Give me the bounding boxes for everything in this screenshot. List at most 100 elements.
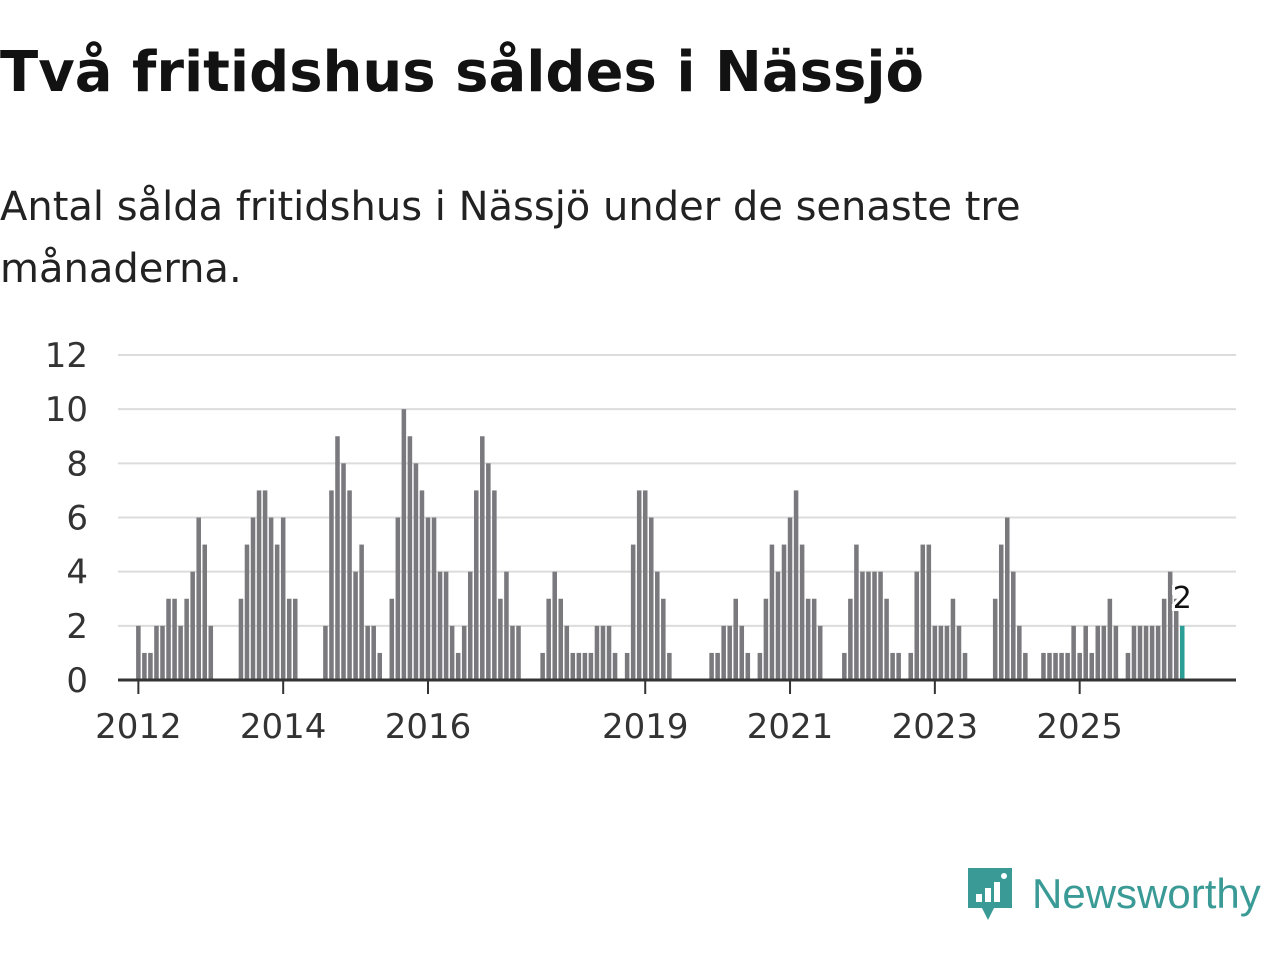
bar (552, 571, 557, 680)
bar (594, 625, 600, 680)
bar (413, 463, 419, 680)
bar (238, 598, 244, 680)
bar (431, 517, 437, 680)
bar (992, 598, 998, 680)
bar (950, 598, 956, 680)
bar (1053, 652, 1058, 680)
bar (1167, 571, 1173, 680)
bar (854, 544, 859, 680)
x-tick-label: 2016 (385, 707, 472, 747)
bar (763, 598, 769, 680)
bar (938, 625, 944, 680)
bar (1011, 571, 1016, 680)
x-tick-label: 2019 (602, 707, 689, 747)
bar (467, 571, 473, 680)
bar (461, 625, 467, 680)
bar (1131, 625, 1137, 680)
bar (208, 625, 214, 680)
bar (721, 625, 726, 680)
bar (474, 490, 479, 680)
bar (842, 652, 847, 680)
chart-subtitle: Antal sålda fritidshus i Nässjö under de… (0, 184, 1021, 292)
bar (655, 571, 660, 680)
x-tick-label: 2025 (1036, 707, 1123, 747)
bar (1089, 652, 1095, 680)
bar (1083, 625, 1088, 680)
bar (1155, 625, 1161, 680)
x-tick-label: 2014 (240, 707, 327, 747)
bar (558, 598, 564, 680)
chart-title: Två fritidshus såldes i Nässjö (0, 40, 924, 105)
bar (389, 598, 395, 680)
bar (624, 652, 630, 680)
bar (353, 571, 358, 680)
bar (1149, 625, 1155, 680)
bar (932, 625, 938, 680)
bar (1041, 652, 1046, 680)
bar (437, 571, 443, 680)
bar (642, 490, 648, 680)
bar (872, 571, 877, 680)
bar (962, 652, 968, 680)
bar (757, 652, 763, 680)
annotations: 2 (1170, 578, 1195, 619)
bar (667, 652, 672, 680)
bar (1101, 625, 1107, 680)
bar (1077, 652, 1082, 680)
bar (268, 517, 274, 680)
bar (582, 652, 588, 680)
y-axis-labels: 0 2 4 6 8 10 12 (45, 336, 88, 701)
bar (884, 598, 889, 680)
bar (335, 436, 340, 680)
bar (564, 625, 570, 680)
bar (805, 598, 811, 680)
bar (576, 652, 582, 680)
bar (178, 625, 183, 680)
bar (1161, 598, 1167, 680)
bar (1017, 625, 1022, 680)
brand: Newsworthy (964, 864, 1261, 924)
bar (480, 436, 485, 680)
bar (769, 544, 775, 680)
bar (793, 490, 799, 680)
bar (878, 571, 883, 680)
bar (419, 490, 425, 680)
bar (160, 625, 165, 680)
bar (371, 625, 376, 680)
bar (914, 571, 920, 680)
bar (630, 544, 636, 680)
bars (136, 409, 1185, 680)
bar (636, 490, 642, 680)
newsworthy-logo-icon (968, 868, 1012, 920)
bar (148, 652, 153, 680)
x-axis-labels: 2012 2014 2016 2019 2021 2023 2025 (95, 680, 1123, 747)
bar (540, 652, 545, 680)
y-tick-label: 0 (66, 661, 88, 701)
bar (600, 625, 606, 680)
bar (890, 652, 895, 680)
bar (781, 544, 787, 680)
x-tick-label: 2023 (892, 707, 979, 747)
bar (274, 544, 280, 680)
bar (715, 652, 720, 680)
bar (799, 544, 805, 680)
bar (1095, 625, 1101, 680)
bar (184, 598, 189, 680)
bar (407, 436, 413, 680)
bar (1065, 652, 1070, 680)
bar (709, 652, 714, 680)
bar (1113, 625, 1119, 680)
y-tick-label: 12 (45, 336, 88, 376)
bar (323, 625, 328, 680)
bar (280, 517, 286, 680)
bar (944, 625, 950, 680)
y-tick-label: 10 (45, 390, 88, 430)
bar (498, 598, 503, 680)
bar (896, 652, 901, 680)
bar (286, 598, 292, 680)
bar (172, 598, 177, 680)
bar (250, 517, 256, 680)
bar (510, 625, 515, 680)
bar-latest (1179, 625, 1185, 680)
bar (516, 625, 521, 680)
